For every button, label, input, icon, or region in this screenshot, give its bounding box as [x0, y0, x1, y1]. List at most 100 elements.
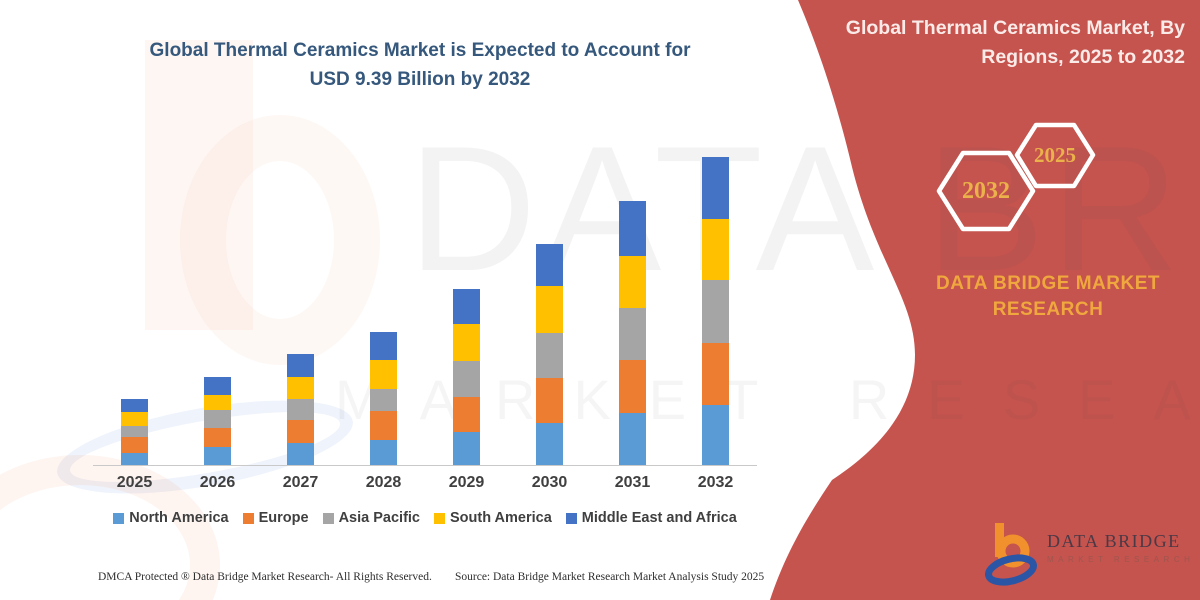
- bar-column-2029: [425, 140, 508, 465]
- legend-item-south-america: South America: [434, 510, 552, 526]
- x-axis-label-2030: 2030: [531, 474, 568, 491]
- legend-label: Europe: [258, 510, 309, 526]
- hexagon-2025: 2025: [1014, 122, 1096, 189]
- segment-south-america-2028: [370, 359, 397, 389]
- legend-label: South America: [450, 510, 552, 526]
- corner-logo-name: DATA BRIDGE: [1047, 531, 1181, 551]
- stacked-bar-2031: [619, 201, 646, 465]
- segment-europe-2030: [536, 378, 563, 423]
- segment-south-america-2025: [121, 411, 148, 427]
- hexagon-2025-label: 2025: [1034, 143, 1076, 167]
- legend-item-asia-pacific: Asia Pacific: [322, 510, 420, 526]
- bar-column-2028: [342, 140, 425, 465]
- side-panel-title: Global Thermal Ceramics Market, By Regio…: [845, 17, 1185, 69]
- segment-europe-2028: [370, 410, 397, 441]
- bar-column-2025: [93, 140, 176, 465]
- segment-south-america-2030: [536, 286, 563, 334]
- legend-swatch-icon: [113, 512, 125, 524]
- segment-middle-east-and-africa-2031: [619, 201, 646, 256]
- segment-middle-east-and-africa-2026: [204, 377, 231, 395]
- segment-asia-pacific-2026: [204, 409, 231, 429]
- chart-title-line1: Global Thermal Ceramics Market is Expect…: [149, 40, 691, 61]
- hexagon-2032: 2032: [936, 150, 1036, 232]
- bar-column-2032: [674, 140, 757, 465]
- segment-north-america-2030: [536, 423, 563, 465]
- segment-asia-pacific-2025: [121, 426, 148, 437]
- segment-europe-2031: [619, 360, 646, 414]
- segment-north-america-2028: [370, 440, 397, 465]
- legend-label: Middle East and Africa: [581, 510, 737, 526]
- plot-area: [93, 140, 757, 466]
- segment-middle-east-and-africa-2028: [370, 332, 397, 360]
- segment-asia-pacific-2029: [453, 360, 480, 398]
- segment-middle-east-and-africa-2027: [287, 353, 314, 377]
- x-axis-label-2027: 2027: [282, 474, 319, 491]
- segment-asia-pacific-2032: [702, 280, 729, 343]
- segment-europe-2025: [121, 436, 148, 453]
- bar-column-2027: [259, 140, 342, 465]
- segment-south-america-2029: [453, 324, 480, 361]
- segment-europe-2029: [453, 397, 480, 433]
- brand-text: DATA BRIDGE MARKET RESEARCH: [936, 273, 1160, 320]
- legend-item-middle-east-and-africa: Middle East and Africa: [565, 510, 737, 526]
- segment-asia-pacific-2031: [619, 307, 646, 361]
- stacked-bar-2029: [453, 289, 480, 465]
- segment-middle-east-and-africa-2032: [702, 157, 729, 220]
- stacked-bar-2027: [287, 353, 314, 465]
- chart-title: Global Thermal Ceramics Market is Expect…: [90, 36, 750, 95]
- x-axis-label-2032: 2032: [697, 474, 734, 491]
- chart-title-line2: USD 9.39 Billion by 2032: [309, 69, 531, 91]
- corner-logo: DATA BRIDGE MARKET RESEARCH: [985, 521, 1194, 587]
- segment-north-america-2029: [453, 432, 480, 465]
- corner-logo-subtitle: MARKET RESEARCH: [1047, 555, 1195, 564]
- side-panel-curve: [770, 0, 1200, 600]
- x-axis-label-2026: 2026: [199, 474, 236, 491]
- segment-south-america-2026: [204, 394, 231, 410]
- legend-item-north-america: North America: [113, 510, 229, 526]
- segment-middle-east-and-africa-2029: [453, 289, 480, 325]
- stacked-bar-2025: [121, 399, 148, 465]
- bar-column-2030: [508, 140, 591, 465]
- legend-swatch-icon: [565, 512, 577, 524]
- segment-europe-2032: [702, 342, 729, 406]
- x-axis-label-2031: 2031: [614, 474, 651, 491]
- hexagon-outline-icon: [1014, 122, 1096, 189]
- segment-north-america-2032: [702, 405, 729, 465]
- legend: North America Europe Asia Pacific South Ame…: [85, 510, 765, 526]
- footer-source: Source: Data Bridge Market Research Mark…: [455, 571, 765, 583]
- legend-label: North America: [129, 510, 229, 526]
- x-axis-label-2025: 2025: [116, 474, 153, 491]
- footer-copyright: DMCA Protected ® Data Bridge Market Rese…: [98, 571, 432, 583]
- segment-south-america-2031: [619, 255, 646, 308]
- legend-swatch-icon: [242, 512, 254, 524]
- data-bridge-logo-icon: [985, 523, 1037, 586]
- segment-north-america-2025: [121, 452, 148, 465]
- segment-middle-east-and-africa-2025: [121, 399, 148, 412]
- legend-label: Asia Pacific: [338, 510, 420, 526]
- segment-north-america-2027: [287, 443, 314, 465]
- stacked-bar-2026: [204, 377, 231, 465]
- segment-asia-pacific-2027: [287, 398, 314, 420]
- hexagon-2032-label: 2032: [962, 177, 1010, 204]
- stacked-bar-2030: [536, 244, 563, 465]
- segment-north-america-2031: [619, 413, 646, 465]
- segment-north-america-2026: [204, 447, 231, 465]
- segment-asia-pacific-2030: [536, 333, 563, 379]
- legend-swatch-icon: [322, 512, 334, 524]
- x-axis-label-2029: 2029: [448, 474, 485, 491]
- segment-europe-2026: [204, 428, 231, 448]
- bar-column-2031: [591, 140, 674, 465]
- stacked-bar-2032: [702, 157, 729, 465]
- segment-middle-east-and-africa-2030: [536, 244, 563, 287]
- segment-europe-2027: [287, 419, 314, 444]
- side-panel: [760, 0, 1200, 600]
- segment-south-america-2032: [702, 219, 729, 281]
- x-axis-labels: 2025 2026 2027 2028 2029 2030 2031 2032: [93, 474, 757, 492]
- segment-asia-pacific-2028: [370, 388, 397, 411]
- x-axis-label-2028: 2028: [365, 474, 402, 491]
- segment-south-america-2027: [287, 376, 314, 399]
- stacked-bar-2028: [370, 332, 397, 465]
- legend-swatch-icon: [434, 512, 445, 524]
- legend-item-europe: Europe: [242, 510, 309, 526]
